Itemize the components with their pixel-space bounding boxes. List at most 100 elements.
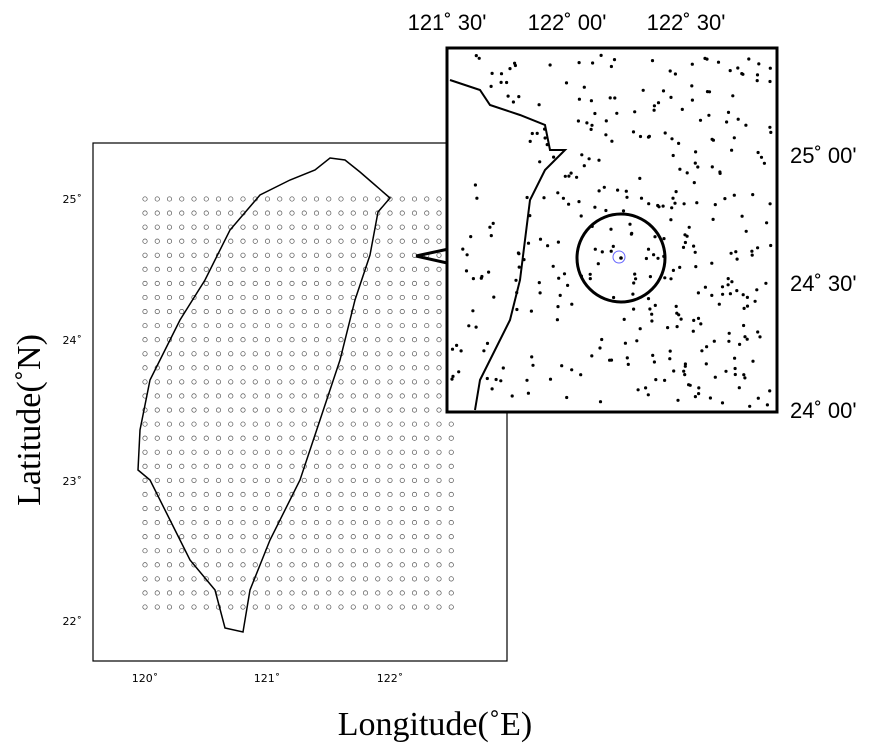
y-tick-label: 22˚ [63,615,83,628]
grid-point [411,548,418,554]
grid-point [154,252,160,258]
grid-point [277,548,283,554]
grid-point [424,196,430,202]
grid-point [191,548,197,554]
grid-point [191,351,197,357]
grid-point [191,210,197,216]
grid-point [277,407,283,413]
grid-point [375,520,381,526]
station [745,295,750,299]
grid-point [424,449,430,455]
station [514,278,518,282]
station [506,94,510,98]
y-axis-label: Latitude(˚N) [11,334,48,506]
grid-point [215,323,222,329]
station [668,357,672,361]
grid-point [228,505,234,512]
station [756,150,760,155]
grid-point [215,294,222,301]
grid-point [228,463,234,469]
grid-point [448,463,454,469]
station [563,174,567,178]
station [612,295,616,300]
grid-point [399,548,405,554]
grid-point [448,505,454,512]
station [769,243,773,248]
grid-point [399,309,405,315]
grid-point [203,407,209,413]
grid-point [387,590,393,596]
station [530,355,534,359]
grid-point [436,280,442,286]
grid-point [338,224,344,230]
grid-point [289,252,295,258]
grid-point [179,252,185,258]
station [471,277,475,281]
grid-point [277,224,283,230]
grid-point [215,266,222,272]
grid-point [154,435,160,441]
grid-point [424,477,430,483]
grid-point [179,449,185,455]
station [589,127,593,131]
grid-point [264,365,271,371]
grid-point [166,323,173,329]
grid-point [301,604,307,610]
station [625,195,629,199]
grid-point [350,421,356,427]
grid-point [191,379,197,385]
station [608,358,612,362]
station [588,272,592,276]
grid-point [191,421,197,427]
grid-point [142,505,148,512]
station [567,202,571,206]
grid-point [424,407,430,413]
grid-point [191,435,197,441]
grid-point [338,435,344,441]
grid-point [411,196,418,202]
grid-point [240,477,246,483]
grid-point [313,520,320,526]
grid-point [399,449,405,455]
grid-point [411,266,418,272]
grid-point [362,210,369,216]
station [748,404,752,408]
station [685,171,689,175]
grid-point [436,210,442,216]
grid-point [240,520,246,526]
station [690,62,694,66]
grid-point [362,224,369,230]
grid-point [179,407,185,413]
station [577,200,581,204]
grid-point [375,196,381,202]
grid-point [411,309,418,315]
grid-point [277,210,283,216]
grid-point [387,337,393,343]
grid-point [228,393,234,399]
station [736,117,740,121]
grid-point [436,435,442,441]
station [756,246,760,250]
grid-point [264,337,271,343]
grid-point [142,449,148,455]
grid-point [350,365,356,371]
grid-point [399,393,405,399]
station [666,326,670,330]
grid-point [166,548,173,554]
station [710,165,714,169]
grid-point [313,562,320,568]
grid-point [301,196,307,202]
station [768,66,772,70]
grid-point [154,309,160,315]
station [459,349,463,353]
grid-point [387,520,393,526]
grid-point [301,224,307,230]
grid-point [191,407,197,413]
grid-point [326,576,332,582]
y-tick-label: 24˚ [63,334,83,347]
grid-point [326,407,332,413]
grid-point [399,407,405,413]
grid-point [166,562,173,568]
station [542,196,546,200]
grid-point [326,280,332,286]
